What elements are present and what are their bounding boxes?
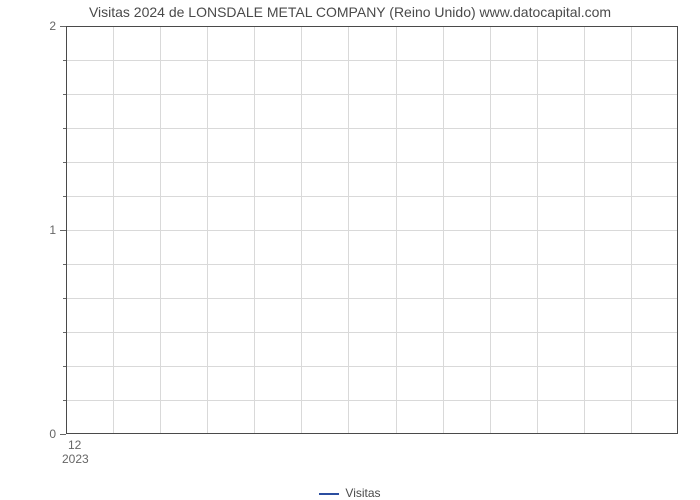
y-axis-label: 2 <box>38 19 56 33</box>
x-axis-year-label: 2023 <box>62 452 89 466</box>
legend-line <box>319 493 339 495</box>
y-minor-tick <box>63 332 66 333</box>
y-minor-tick <box>63 128 66 129</box>
y-minor-tick <box>63 162 66 163</box>
y-axis-label: 1 <box>38 223 56 237</box>
y-minor-tick <box>63 298 66 299</box>
y-major-tick <box>60 26 66 27</box>
axis-border <box>66 26 678 434</box>
chart-title: Visitas 2024 de LONSDALE METAL COMPANY (… <box>0 4 700 20</box>
chart-container: Visitas 2024 de LONSDALE METAL COMPANY (… <box>0 0 700 500</box>
y-minor-tick <box>63 94 66 95</box>
y-axis-label: 0 <box>38 427 56 441</box>
y-minor-tick <box>63 264 66 265</box>
legend: Visitas <box>0 486 700 500</box>
x-axis-label: 12 <box>68 438 81 452</box>
y-minor-tick <box>63 196 66 197</box>
legend-label: Visitas <box>345 486 380 500</box>
y-minor-tick <box>63 400 66 401</box>
y-major-tick <box>60 230 66 231</box>
y-major-tick <box>60 434 66 435</box>
y-minor-tick <box>63 60 66 61</box>
plot-area <box>66 26 678 434</box>
y-minor-tick <box>63 366 66 367</box>
